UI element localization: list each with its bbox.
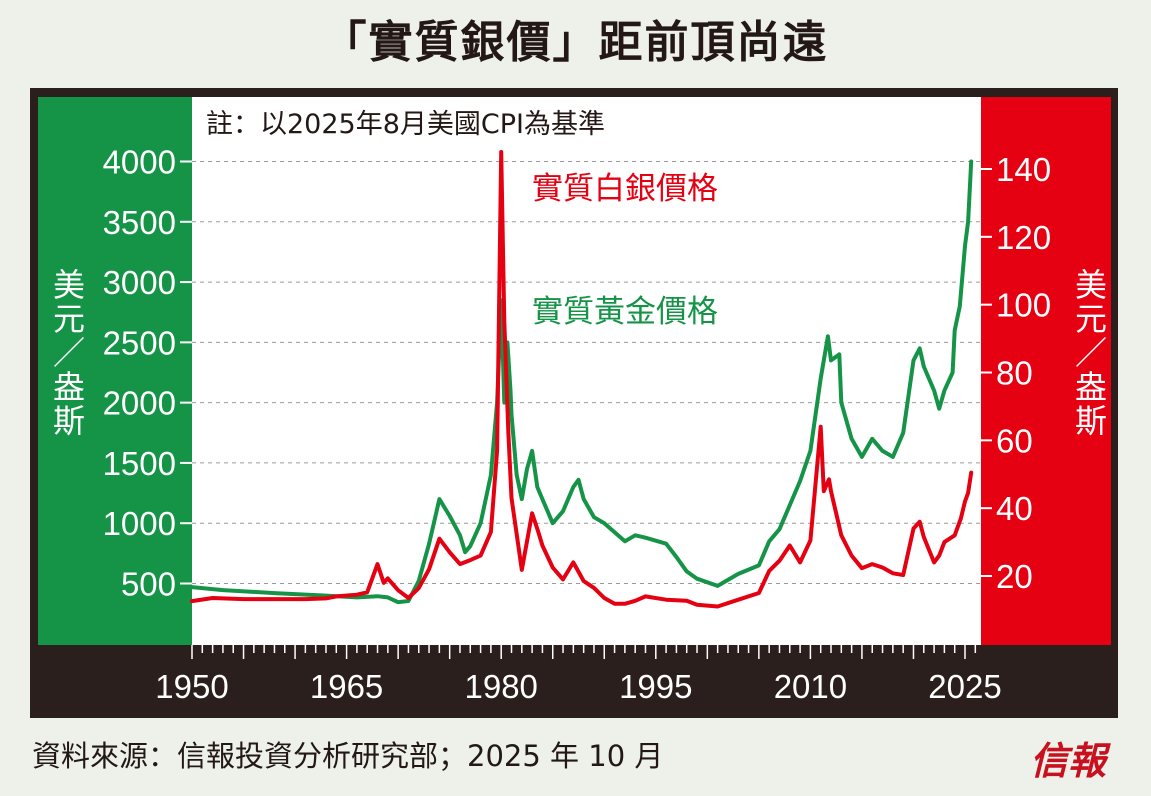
right-axis-tick-label: 120 xyxy=(996,219,1051,256)
publisher-logo: 信報 xyxy=(1030,738,1107,783)
gold-series-label: 實質黃金價格 xyxy=(532,294,718,330)
left-axis-tick-label: 2500 xyxy=(103,324,176,361)
right-axis-tick-label: 100 xyxy=(996,287,1051,324)
x-axis-tick-label: 1965 xyxy=(310,668,383,705)
left-axis-tick-label: 1000 xyxy=(103,505,176,542)
right-axis-tick-label: 140 xyxy=(996,151,1051,188)
silver-price-line xyxy=(190,150,974,609)
left-axis-tick-label: 3500 xyxy=(103,204,176,241)
right-axis-tick-label: 40 xyxy=(996,490,1033,527)
left-axis-tick-label: 500 xyxy=(121,566,176,603)
x-axis-tick-label: 1980 xyxy=(464,668,537,705)
gold-price-line xyxy=(190,159,974,605)
left-axis-label: 美元／盎斯 xyxy=(48,268,86,438)
x-axis-tick-label: 1995 xyxy=(619,668,692,705)
right-axis-tick-label: 20 xyxy=(996,558,1033,595)
right-axis-panel xyxy=(981,97,1111,645)
note-text: 註：以2025年8月美國CPI為基準 xyxy=(206,109,605,140)
chart-title: 「實質銀價」距前頂尚遠 xyxy=(322,17,829,68)
right-axis-tick-label: 60 xyxy=(996,422,1033,459)
left-axis-tick-label: 1500 xyxy=(103,445,176,482)
x-axis-tick-label: 1950 xyxy=(155,668,228,705)
x-axis-tick-label: 2025 xyxy=(928,668,1001,705)
silver-series-label: 實質白銀價格 xyxy=(532,171,718,207)
right-axis-tick-label: 80 xyxy=(996,355,1033,392)
gridlines xyxy=(192,161,981,584)
x-axis-tick-label: 2010 xyxy=(774,668,847,705)
source-text: 資料來源：信報投資分析研究部；2025 年 10 月 xyxy=(32,739,664,773)
left-axis-panel xyxy=(38,97,192,645)
left-axis-tick-label: 2000 xyxy=(103,385,176,422)
right-axis-label: 美元／盎斯 xyxy=(1070,268,1108,438)
left-axis-tick-label: 3000 xyxy=(103,264,176,301)
left-axis-tick-label: 4000 xyxy=(103,144,176,181)
